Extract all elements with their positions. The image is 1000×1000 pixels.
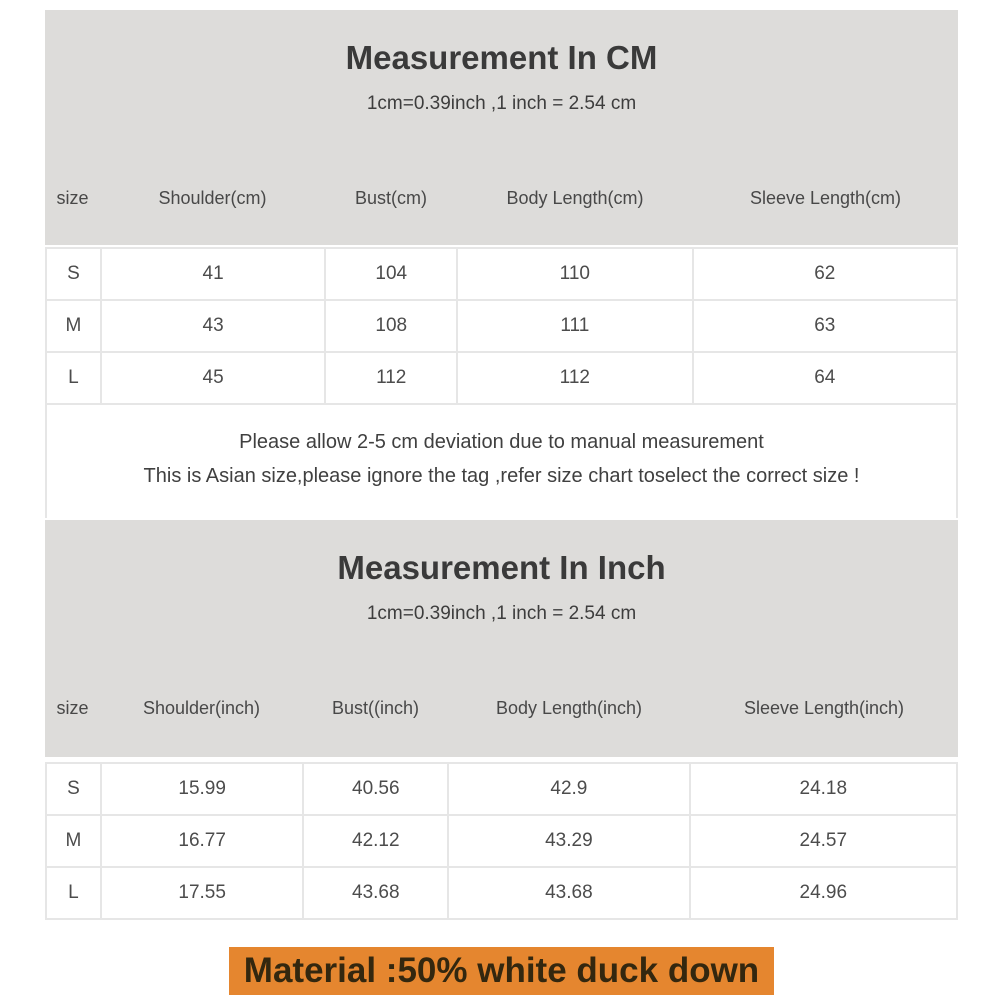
cell-sleeve-length: 63 — [691, 299, 959, 353]
cell-size: L — [45, 866, 102, 920]
inch-column-headers: size Shoulder(inch) Bust((inch) Body Len… — [45, 696, 958, 720]
cell-shoulder: 45 — [99, 351, 327, 405]
col-header-sleeve-length: Sleeve Length(cm) — [749, 188, 902, 208]
cm-subtitle: 1cm=0.39inch ,1 inch = 2.54 cm — [366, 93, 637, 114]
cell-sleeve-length: 24.57 — [688, 814, 959, 868]
material-banner-row: Material :50% white duck down — [45, 947, 958, 995]
size-chart-sheet: Measurement In CM 1cm=0.39inch ,1 inch =… — [45, 0, 959, 995]
table-row: S 15.99 40.56 42.9 24.18 — [45, 762, 959, 816]
cell-body-length: 42.9 — [447, 762, 691, 816]
cell-size: M — [45, 814, 102, 868]
table-row: M 43 108 111 63 — [45, 299, 959, 353]
inch-header-block: Measurement In Inch 1cm=0.39inch ,1 inch… — [45, 520, 958, 757]
col-header-sleeve-length: Sleeve Length(inch) — [743, 698, 905, 718]
col-header-size: size — [56, 698, 89, 718]
cell-sleeve-length: 24.18 — [688, 762, 959, 816]
table-header-row: size Shoulder(inch) Bust((inch) Body Len… — [45, 696, 958, 720]
cell-bust: 40.56 — [302, 762, 450, 816]
col-header-size: size — [56, 188, 89, 208]
inch-subtitle: 1cm=0.39inch ,1 inch = 2.54 cm — [366, 603, 637, 624]
note-line-asian-size: This is Asian size,please ignore the tag… — [143, 465, 860, 487]
measurement-note: Please allow 2-5 cm deviation due to man… — [45, 405, 958, 518]
inch-table: S 15.99 40.56 42.9 24.18 M 16.77 42.12 4… — [45, 762, 959, 920]
cell-sleeve-length: 64 — [691, 351, 959, 405]
material-label: Material :50% white duck down — [228, 947, 775, 995]
col-header-shoulder: Shoulder(cm) — [158, 188, 267, 208]
cell-body-length: 43.68 — [447, 866, 691, 920]
col-header-bust: Bust((inch) — [331, 698, 420, 718]
cell-shoulder: 16.77 — [99, 814, 305, 868]
cell-shoulder: 17.55 — [99, 866, 305, 920]
cell-bust: 112 — [324, 351, 459, 405]
cell-bust: 108 — [324, 299, 459, 353]
cell-body-length: 43.29 — [447, 814, 691, 868]
cm-column-headers: size Shoulder(cm) Bust(cm) Body Length(c… — [45, 186, 958, 210]
table-row: S 41 104 110 62 — [45, 247, 959, 301]
table-row: M 16.77 42.12 43.29 24.57 — [45, 814, 959, 868]
table-row: L 17.55 43.68 43.68 24.96 — [45, 866, 959, 920]
cell-body-length: 110 — [456, 247, 694, 301]
cell-bust: 43.68 — [302, 866, 450, 920]
cell-shoulder: 43 — [99, 299, 327, 353]
cell-size: L — [45, 351, 102, 405]
cell-size: S — [45, 762, 102, 816]
col-header-bust: Bust(cm) — [355, 188, 427, 208]
col-header-body-length: Body Length(inch) — [495, 698, 643, 718]
col-header-shoulder: Shoulder(inch) — [142, 698, 261, 718]
cell-size: M — [45, 299, 102, 353]
cell-shoulder: 41 — [99, 247, 327, 301]
col-header-body-length: Body Length(cm) — [506, 188, 644, 208]
cell-body-length: 112 — [456, 351, 694, 405]
cell-bust: 104 — [324, 247, 459, 301]
cell-sleeve-length: 62 — [691, 247, 959, 301]
cm-table: S 41 104 110 62 M 43 108 111 63 L 45 112… — [45, 247, 959, 405]
table-header-row: size Shoulder(cm) Bust(cm) Body Length(c… — [45, 186, 958, 210]
cm-header-block: Measurement In CM 1cm=0.39inch ,1 inch =… — [45, 10, 958, 245]
note-line-deviation: Please allow 2-5 cm deviation due to man… — [239, 431, 764, 453]
table-row: L 45 112 112 64 — [45, 351, 959, 405]
cm-title: Measurement In CM — [345, 39, 658, 76]
inch-title: Measurement In Inch — [337, 549, 666, 586]
cell-sleeve-length: 24.96 — [688, 866, 959, 920]
cell-shoulder: 15.99 — [99, 762, 305, 816]
cell-body-length: 111 — [456, 299, 694, 353]
cell-size: S — [45, 247, 102, 301]
cell-bust: 42.12 — [302, 814, 450, 868]
